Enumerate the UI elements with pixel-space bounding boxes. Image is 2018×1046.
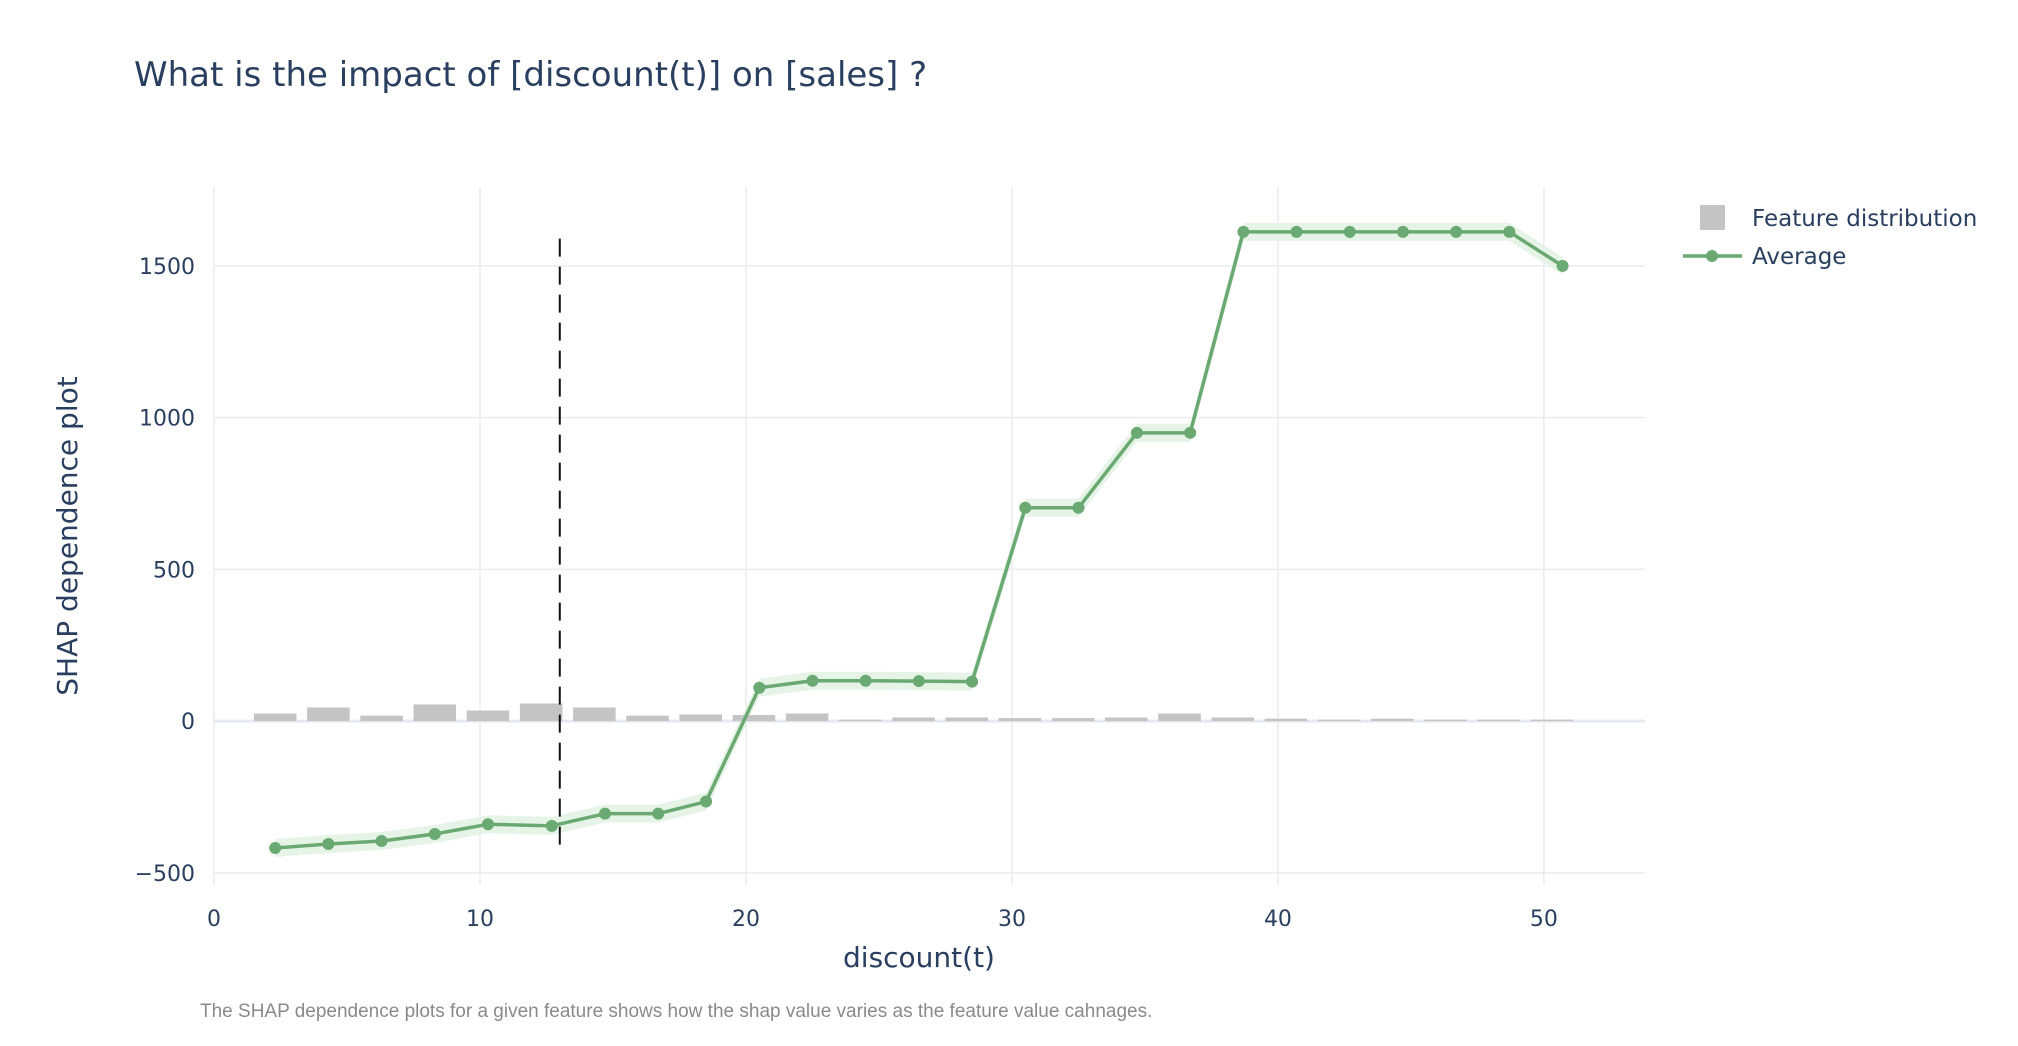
average-point[interactable] [1130,426,1143,439]
average-point[interactable] [652,807,665,820]
average-point[interactable] [1450,225,1463,238]
legend-label-average: Average [1752,244,1846,270]
legend-item-feature-distribution[interactable]: Feature distribution [1700,205,1977,232]
distribution-bar[interactable] [1158,713,1201,722]
x-tick-label: 10 [466,907,494,932]
x-axis-label: discount(t) [843,941,995,974]
distribution-bar[interactable] [573,707,616,722]
average-point[interactable] [428,828,441,841]
distribution-bar[interactable] [785,713,829,722]
x-tick-label: 30 [998,907,1026,932]
distribution-bar[interactable] [253,713,297,722]
distribution-bar[interactable] [1477,719,1520,722]
average-point[interactable] [545,819,558,832]
distribution-bar[interactable] [626,715,669,722]
y-axis-label: SHAP dependence plot [51,376,84,695]
distribution-bar[interactable] [1264,718,1308,722]
distribution-bar[interactable] [1105,717,1148,722]
x-tick-label: 40 [1264,907,1292,932]
y-tick-label: 1000 [139,407,195,432]
distribution-bar[interactable] [1424,719,1467,722]
axis-ticks: 0 10 20 30 40 50 −500 0 500 1000 1500 [135,255,1558,932]
distribution-bar[interactable] [839,719,882,722]
average-point[interactable] [1343,225,1356,238]
average-point[interactable] [322,838,335,851]
distribution-bar[interactable] [413,704,457,722]
distribution-bar[interactable] [892,717,935,722]
distribution-bar[interactable] [1211,717,1255,722]
average-point[interactable] [806,674,819,687]
distribution-bar[interactable] [945,717,989,722]
average-point[interactable] [1072,501,1085,514]
y-tick-label: 0 [181,710,195,735]
average-point[interactable] [700,795,713,808]
x-tick-label: 50 [1530,907,1558,932]
legend-item-average[interactable]: Average [1683,244,1846,270]
distribution-bar[interactable] [1051,718,1095,722]
grid-lines [213,187,1645,885]
average-point[interactable] [753,681,766,694]
legend[interactable]: Feature distribution Average [1683,205,1977,270]
average-point[interactable] [1184,426,1197,439]
legend-swatch-feature-distribution [1700,205,1725,230]
distribution-bar[interactable] [679,714,723,722]
chart-title: What is the impact of [discount(t)] on [… [134,55,927,95]
legend-label-feature-distribution: Feature distribution [1752,206,1977,232]
y-tick-label: 1500 [139,255,195,280]
average-point[interactable] [598,807,611,820]
distribution-bar[interactable] [519,703,563,722]
confidence-band [275,222,1563,857]
chart-caption: The SHAP dependence plots for a given fe… [200,1001,1152,1022]
y-tick-label: −500 [135,862,195,887]
average-point[interactable] [1556,259,1569,272]
average-point[interactable] [1290,225,1303,238]
average-band [275,222,1563,857]
average-point[interactable] [481,818,494,831]
x-tick-label: 0 [207,907,221,932]
distribution-bar[interactable] [307,707,350,722]
average-point[interactable] [1019,501,1032,514]
distribution-bar[interactable] [998,718,1042,722]
distribution-bar[interactable] [732,715,776,722]
average-point[interactable] [912,675,925,688]
average-point[interactable] [859,674,872,687]
average-point[interactable] [1237,225,1250,238]
distribution-bar[interactable] [1317,719,1361,722]
average-point[interactable] [966,675,979,688]
average-point[interactable] [1396,225,1409,238]
average-point[interactable] [1503,225,1516,238]
distribution-bar[interactable] [466,710,510,722]
feature-distribution-bars [253,703,1574,722]
legend-marker-average [1706,250,1718,262]
distribution-bar[interactable] [360,715,403,722]
average-point[interactable] [269,841,282,854]
average-line [269,225,1569,854]
distribution-bar[interactable] [1371,718,1414,722]
distribution-bar[interactable] [1530,719,1574,722]
average-line-path [275,230,1564,850]
x-tick-label: 20 [732,907,760,932]
average-point[interactable] [375,834,388,847]
y-tick-label: 500 [153,558,195,583]
